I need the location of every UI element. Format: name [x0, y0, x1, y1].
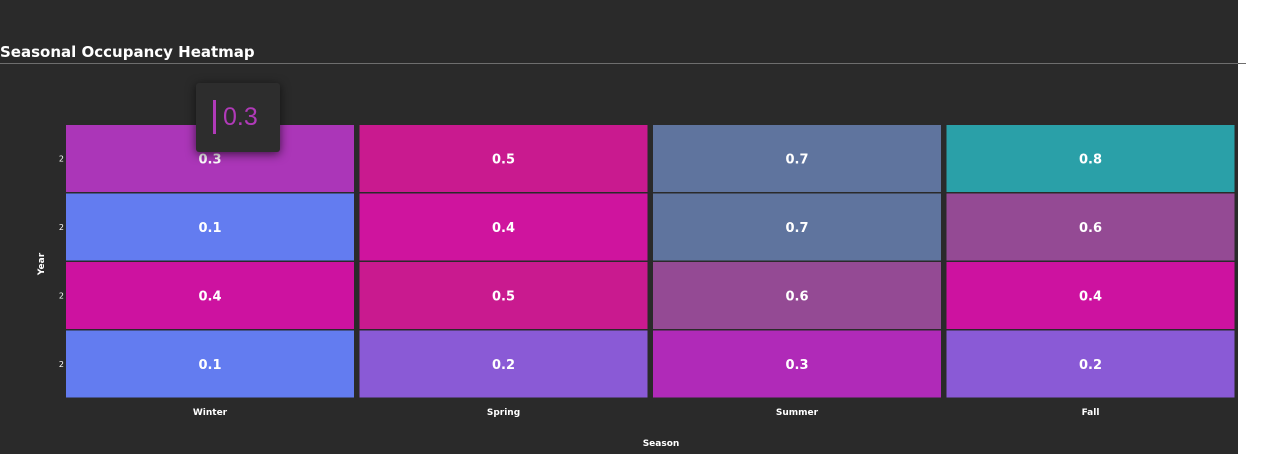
chart-title: Seasonal Occupancy Heatmap: [0, 43, 255, 61]
x-tick-label: Winter: [193, 408, 228, 418]
y-tick-label: 2: [59, 223, 64, 232]
tooltip-value: 0.3: [223, 103, 258, 131]
cell-value-label: 0.1: [198, 221, 221, 236]
heatmap-cell[interactable]: [946, 330, 1235, 398]
heatmap-cell[interactable]: [66, 330, 354, 398]
x-tick-label: Spring: [487, 408, 520, 418]
cell-value-label: 0.1: [198, 358, 221, 373]
heatmap-cell[interactable]: [946, 262, 1235, 329]
chart-panel: Seasonal Occupancy Heatmap 0.3 0.5 0.7 0.8 0…: [0, 0, 1246, 454]
cell-value-label: 0.4: [1079, 290, 1102, 305]
hover-tooltip: 0.3: [196, 83, 280, 152]
x-axis-title: Season: [643, 439, 680, 449]
cell-value-label: 0.2: [492, 358, 515, 373]
y-tick-label: 2: [59, 360, 64, 369]
heatmap-chart: 0.3 0.5 0.7 0.8 0.1 0.4 0.7 0.6 0.4 0.5 0.6 0.4 0.1 0…: [37, 125, 1235, 449]
tooltip-color-bar: [213, 100, 216, 134]
heatmap-cell[interactable]: [946, 193, 1235, 261]
heatmap-cell[interactable]: [66, 262, 354, 329]
x-tick-label: Summer: [776, 408, 819, 418]
heatmap-cell[interactable]: [359, 262, 648, 329]
y-axis-title: Year: [37, 252, 47, 276]
x-tick-label: Fall: [1082, 408, 1100, 418]
heatmap-cell[interactable]: [653, 125, 941, 192]
heatmap-cell[interactable]: [359, 193, 648, 261]
heatmap-cell[interactable]: [653, 330, 941, 398]
cell-value-label: 0.4: [198, 290, 221, 305]
cell-value-label: 0.7: [785, 153, 808, 168]
cell-value-label: 0.6: [1079, 221, 1102, 236]
heatmap-cell[interactable]: [359, 330, 648, 398]
cell-value-label: 0.4: [492, 221, 515, 236]
heatmap-cell[interactable]: [66, 193, 354, 261]
cell-value-label: 0.7: [785, 221, 808, 236]
heatmap-cell[interactable]: [653, 193, 941, 261]
cell-value-label: 0.6: [785, 290, 808, 305]
heatmap-cell[interactable]: [359, 125, 648, 192]
cell-value-label: 0.8: [1079, 153, 1102, 168]
cell-value-label: 0.3: [198, 153, 221, 168]
heatmap-cell[interactable]: [946, 125, 1235, 192]
heatmap-cell[interactable]: [653, 262, 941, 329]
y-tick-label: 2: [59, 292, 64, 301]
cell-value-label: 0.5: [492, 290, 515, 305]
cell-value-label: 0.5: [492, 153, 515, 168]
y-tick-label: 2: [59, 155, 64, 164]
title-divider: [0, 63, 1246, 64]
cell-value-label: 0.3: [785, 358, 808, 373]
cell-value-label: 0.2: [1079, 358, 1102, 373]
